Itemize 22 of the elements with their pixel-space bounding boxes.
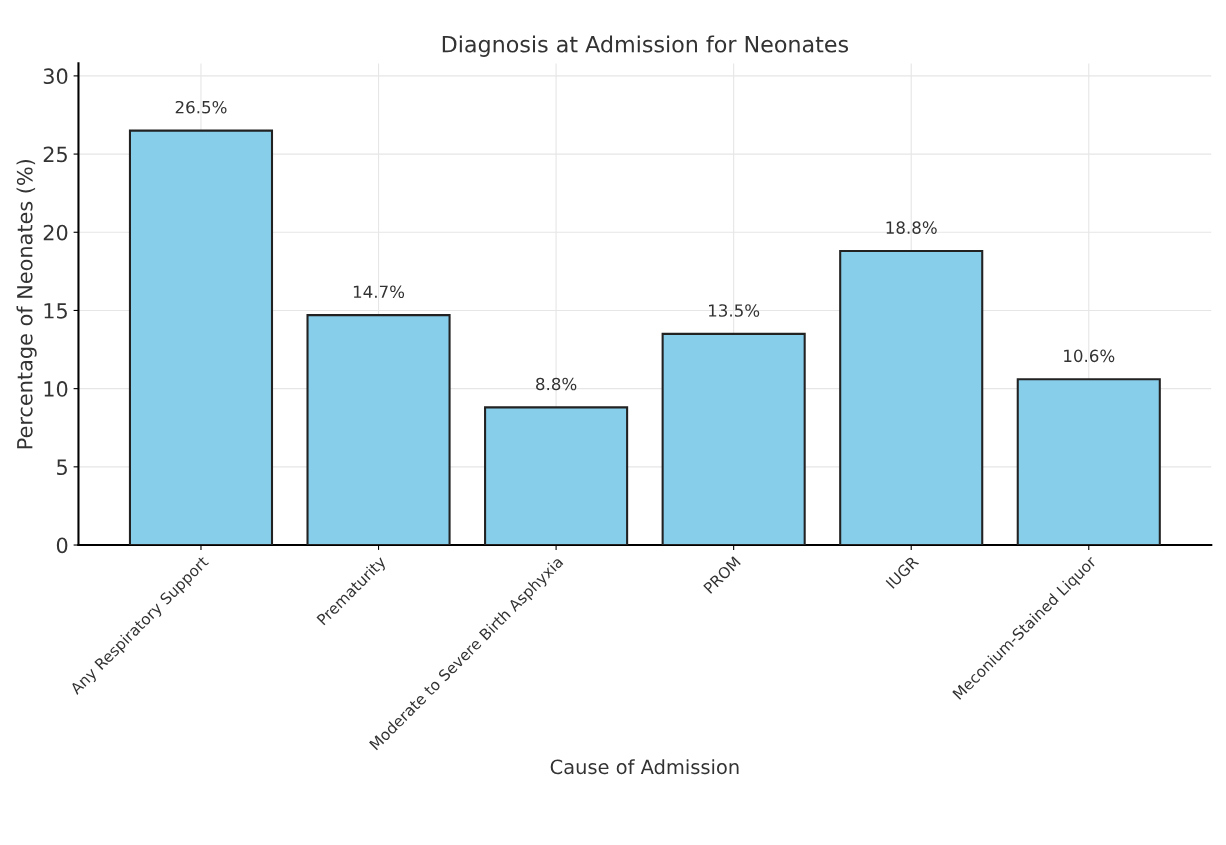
data-label: 8.8% (536, 377, 577, 391)
y-tick-label: 0 (56, 537, 68, 554)
bar (484, 406, 629, 546)
data-label: 18.8% (886, 221, 937, 234)
y-tick-label: 30 (43, 68, 68, 85)
bar (306, 314, 451, 546)
y-tick-label: 20 (43, 224, 68, 241)
y-tick-label: 25 (43, 146, 67, 163)
bar (839, 249, 984, 546)
y-tick-label: 15 (44, 303, 67, 319)
data-label: 26.5% (175, 100, 227, 114)
data-label: 14.7% (353, 285, 405, 299)
data-label: 13.5% (709, 304, 760, 317)
bar (128, 129, 274, 546)
x-axis-title: Cause of Admission (550, 759, 739, 775)
y-tick-label: 10 (44, 381, 68, 397)
bar (661, 332, 806, 546)
chart-title: Diagnosis at Admission for Neonates (442, 35, 849, 57)
data-label: 10.6% (1064, 349, 1115, 363)
y-tick-label: 5 (57, 459, 67, 476)
y-axis-title: Percentage of Neonates (%) (16, 159, 37, 449)
bar (1016, 378, 1161, 546)
